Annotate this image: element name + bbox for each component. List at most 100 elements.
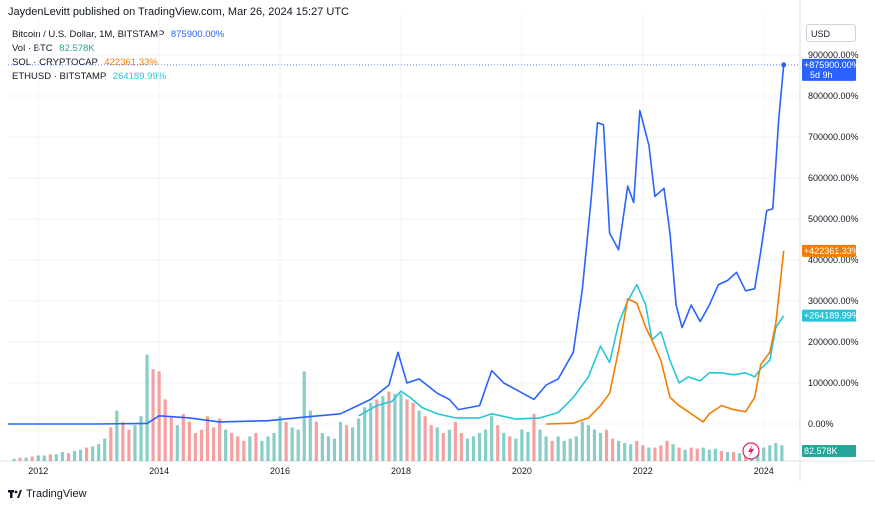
volume-bar (230, 433, 234, 461)
volume-bar (435, 427, 439, 461)
volume-bar (326, 436, 331, 461)
volume-bar (465, 438, 470, 461)
volume-bar (97, 444, 101, 461)
lightning-icon[interactable] (742, 442, 760, 460)
volume-bar (338, 421, 343, 461)
volume-bars (12, 354, 784, 461)
volume-bar (91, 446, 95, 461)
legend-item-eth[interactable]: ETHUSD · BITSTAMP 264189.99% (12, 70, 224, 84)
volume-bar (357, 418, 361, 461)
volume-bar (242, 440, 246, 461)
legend-item-sol[interactable]: SOL · CRYPTOCAP 422361.33% (12, 56, 224, 70)
volume-bar (683, 449, 687, 461)
volume-bar (725, 452, 730, 461)
volume-bar (429, 425, 433, 461)
footer: TradingView (8, 488, 87, 500)
price-tick-label: 500000.00% (808, 214, 859, 224)
volume-bar (520, 429, 524, 461)
tradingview-logo-icon (8, 489, 22, 499)
volume-bar (296, 429, 300, 461)
time-tick-label: 2018 (391, 466, 411, 476)
price-tick-label: 700000.00% (808, 132, 859, 142)
volume-bar (254, 433, 258, 461)
volume-bar (314, 421, 318, 461)
volume-bar (78, 449, 83, 461)
price-tick-label: 100000.00% (808, 378, 859, 388)
volume-bar (48, 454, 52, 461)
time-axis[interactable]: 2012 2014 2016 2018 2020 2022 2024 (28, 466, 774, 476)
volume-bar (453, 421, 457, 461)
volume-bar (133, 425, 137, 461)
volume-bar (417, 410, 421, 461)
volume-bar (205, 416, 210, 461)
btc-price-label-bg (802, 58, 856, 81)
volume-bar (266, 436, 270, 461)
price-tick-label: 900000.00% (808, 50, 859, 60)
volume-bar (260, 440, 264, 461)
volume-bar (574, 436, 578, 461)
volume-bar (484, 429, 488, 461)
volume-bar (780, 445, 784, 461)
volume-bar (490, 416, 494, 461)
volume-bar (24, 457, 28, 461)
legend-item-btc[interactable]: Bitcoin / U.S. Dollar, 1M, BITSTAMP 8759… (12, 28, 224, 42)
price-labels: +875900.00%5d 9h +422361.33% +264189.99% 82… (802, 58, 860, 457)
volume-bar (550, 440, 554, 461)
volume-bar (66, 453, 71, 461)
volume-bar (18, 457, 22, 461)
volume-bar (121, 421, 125, 461)
volume-bar (731, 452, 736, 461)
volume-bar (562, 440, 566, 461)
volume-bar (199, 429, 204, 461)
volume-bar (139, 416, 143, 461)
volume-bar (659, 445, 663, 461)
series-line-sol (546, 250, 785, 425)
volume-bar (42, 455, 46, 461)
volume-price-label-bg (802, 445, 856, 457)
legend-name: SOL · CRYPTOCAP (12, 57, 98, 68)
volume-bar (109, 427, 113, 461)
volume-bar (218, 418, 222, 461)
volume-bar (768, 445, 772, 461)
price-tick-label: 400000.00% (808, 255, 859, 265)
volume-bar (719, 450, 724, 461)
currency-button[interactable]: USD (806, 24, 856, 42)
series-lines (8, 62, 800, 425)
volume-bar (538, 429, 542, 461)
volume-bar (115, 410, 119, 461)
volume-bar (72, 450, 77, 461)
volume-bar (586, 425, 590, 461)
volume-bar (774, 443, 778, 461)
volume-bar (103, 438, 107, 461)
volume-bar (623, 443, 627, 461)
volume-bar (544, 436, 548, 461)
volume-bar (677, 447, 681, 461)
series-line-btc (8, 64, 785, 425)
volume-bar (641, 445, 645, 461)
time-tick-label: 2014 (149, 466, 169, 476)
price-axis[interactable]: 900000.00% 800000.00% 700000.00% 600000.00%… (808, 50, 859, 429)
volume-bar (151, 369, 155, 461)
volume-bar (653, 447, 657, 461)
legend-item-volume[interactable]: Vol · BTC 82.578K (12, 42, 224, 56)
volume-bar (514, 438, 518, 461)
volume-bar (762, 447, 766, 461)
eth-price-label-bg (802, 309, 856, 322)
volume-bar (248, 436, 252, 461)
volume-bar (381, 396, 385, 461)
volume-bar (181, 413, 185, 461)
btc-price-label-countdown: 5d 9h (810, 70, 833, 80)
volume-bar (617, 440, 621, 461)
volume-bar (526, 431, 530, 461)
volume-bar (737, 453, 742, 461)
volume-bar (411, 402, 415, 461)
volume-bar (556, 436, 560, 461)
volume-bar (36, 455, 40, 461)
volume-bar (610, 438, 615, 461)
price-tick-label: 300000.00% (808, 296, 859, 306)
volume-bar (30, 456, 34, 461)
legend-name: Bitcoin / U.S. Dollar, 1M, BITSTAMP (12, 29, 165, 40)
grid-lines (0, 0, 875, 482)
volume-bar (399, 393, 403, 461)
